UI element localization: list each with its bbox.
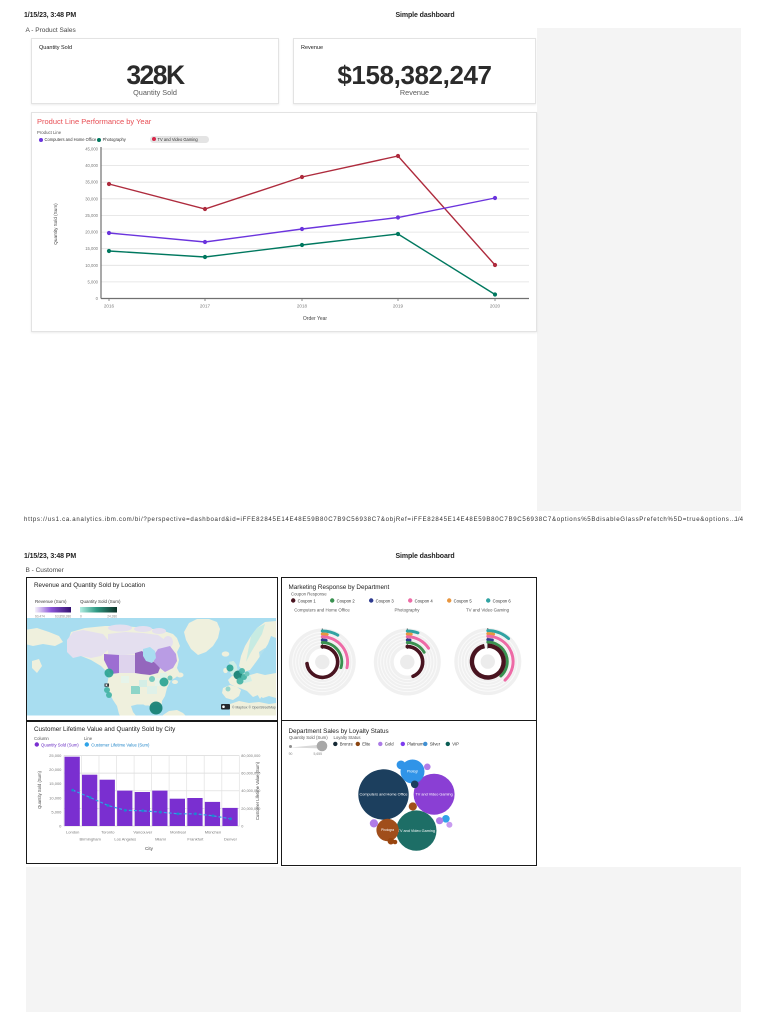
svg-text:0: 0 [96,296,99,301]
svg-text:Photogra: Photogra [381,828,394,832]
svg-text:Column: Column [34,736,49,741]
svg-text:München: München [205,830,221,835]
svg-text:15,000: 15,000 [85,246,98,251]
svg-text:Silver: Silver [429,742,440,747]
svg-text:Birmingham: Birmingham [80,837,102,842]
svg-text:Coupon 1: Coupon 1 [298,598,317,603]
svg-text:Elite: Elite [362,742,371,747]
svg-text:Customer Lifetime Value (Sum): Customer Lifetime Value (Sum) [91,742,150,747]
svg-text:40,000: 40,000 [85,163,98,168]
svg-text:Gold: Gold [384,742,394,747]
svg-text:Quantity Sold (Sum): Quantity Sold (Sum) [37,771,42,809]
svg-text:Revenue (Sum): Revenue (Sum) [35,599,67,604]
svg-text:2020: 2020 [490,304,501,309]
svg-text:Denver: Denver [224,837,238,842]
svg-text:40,000,000: 40,000,000 [241,789,260,793]
svg-text:0: 0 [80,615,82,619]
svg-text:5,000: 5,000 [88,279,99,284]
svg-text:2018: 2018 [297,304,308,309]
svg-text:25,000: 25,000 [49,753,62,758]
svg-text:0: 0 [59,824,62,829]
svg-text:Photogr: Photogr [406,770,418,774]
svg-text:15,000: 15,000 [49,781,62,786]
svg-text:5,000: 5,000 [51,809,62,814]
svg-text:Line: Line [84,736,93,741]
svg-text:Montreal: Montreal [170,830,186,835]
svg-text:Quantity Sold (Sum): Quantity Sold (Sum) [80,599,121,604]
svg-text:45,000: 45,000 [85,147,98,152]
svg-text:60,000,000: 60,000,000 [241,772,260,776]
svg-text:London: London [66,830,79,835]
svg-text:TV and Video Gaming: TV and Video Gaming [397,829,434,833]
svg-text:5,655: 5,655 [313,752,322,756]
svg-text:Los Angeles: Los Angeles [114,837,136,842]
svg-text:80,000,000: 80,000,000 [241,754,260,758]
svg-text:Customer Lifetime Value (Sum): Customer Lifetime Value (Sum) [255,761,260,820]
svg-text:TV and Video Gaming: TV and Video Gaming [415,792,452,796]
svg-text:Coupon 2: Coupon 2 [337,598,356,603]
svg-text:TV and Video Gaming: TV and Video Gaming [466,608,510,613]
svg-text:Vancouver: Vancouver [133,830,152,835]
svg-text:Coupon Response: Coupon Response [291,592,327,597]
svg-text:Toronto: Toronto [101,830,115,835]
svg-text:Quantity Sold (Sum): Quantity Sold (Sum) [53,203,58,245]
svg-text:Platinum: Platinum [407,742,424,747]
svg-text:35,000: 35,000 [85,180,98,185]
svg-text:20,000: 20,000 [85,230,98,235]
svg-text:© Mapbox © OpenStreetMap: © Mapbox © OpenStreetMap [232,706,276,710]
svg-text:60,474: 60,474 [35,615,45,619]
svg-text:90: 90 [288,752,292,756]
svg-text:2016: 2016 [104,304,115,309]
svg-text:20,000,000: 20,000,000 [241,807,260,811]
svg-text:2019: 2019 [393,304,404,309]
svg-text:Order Year: Order Year [303,316,328,322]
svg-text:Coupon 6: Coupon 6 [493,598,512,603]
svg-text:Bronze: Bronze [339,742,353,747]
svg-text:20,000: 20,000 [49,767,62,772]
svg-text:Coupon 5: Coupon 5 [454,598,473,603]
svg-text:City: City [145,846,154,851]
svg-text:10,000: 10,000 [49,795,62,800]
svg-text:Quantity Sold (Sum): Quantity Sold (Sum) [289,735,328,740]
svg-text:Frankfurt: Frankfurt [187,837,204,842]
svg-text:2017: 2017 [200,304,211,309]
svg-text:Quantity Sold (Sum): Quantity Sold (Sum) [41,742,79,747]
svg-text:VIP: VIP [452,742,459,747]
svg-text:0: 0 [241,825,243,829]
svg-text:10,000: 10,000 [85,263,98,268]
svg-text:25,000: 25,000 [85,213,98,218]
svg-text:Miami: Miami [155,837,166,842]
svg-text:Coupon 3: Coupon 3 [376,598,395,603]
svg-text:30,000: 30,000 [85,196,98,201]
svg-text:Coupon 4: Coupon 4 [415,598,434,603]
svg-text:63,858,386: 63,858,386 [55,615,71,619]
svg-text:24,386: 24,386 [107,615,117,619]
svg-text:Photography: Photography [395,608,421,613]
svg-text:Computers and Home Office: Computers and Home Office [294,608,350,613]
svg-text:Computers and Home Office: Computers and Home Office [359,793,407,797]
svg-text:Loyalty Status: Loyalty Status [333,735,360,740]
